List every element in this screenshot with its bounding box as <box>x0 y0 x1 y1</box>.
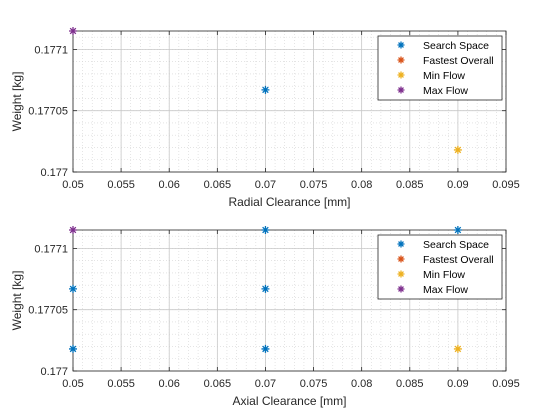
legend-marker <box>397 86 405 94</box>
x-tick-label: 0.075 <box>300 378 328 390</box>
axes-box <box>72 229 507 372</box>
x-tick-label: 0.075 <box>300 179 328 191</box>
data-point-search-space <box>261 344 270 353</box>
legend-marker <box>397 270 405 278</box>
y-tick-label: 0.1771 <box>34 44 68 56</box>
legend-marker <box>397 56 405 64</box>
legend: Search Space Fastest Overall Min Flow Max F… <box>377 35 503 101</box>
legend-label: Search Space <box>423 40 489 52</box>
data-point-search-space <box>69 344 77 353</box>
data-point-search-space <box>261 284 270 293</box>
x-tick-label: 0.055 <box>107 378 135 390</box>
chart-panel-2: 0.05 0.055 0.06 0.065 0.07 0.075 0.08 0.085 0.09… <box>10 226 520 408</box>
y-tick-label: 0.177 <box>40 366 68 378</box>
data-point-max-flow <box>69 27 77 35</box>
x-tick-label: 0.05 <box>62 378 83 390</box>
x-tick-label: 0.065 <box>204 179 232 191</box>
x-tick-label: 0.09 <box>447 378 468 390</box>
x-tick-label: 0.095 <box>492 179 520 191</box>
legend-marker <box>397 285 405 293</box>
data-point-search-space <box>69 284 77 293</box>
data-point-max-flow <box>69 226 77 234</box>
y-tick-label: 0.17705 <box>28 305 68 317</box>
x-tick-label: 0.06 <box>159 179 180 191</box>
legend-label: Search Space <box>423 239 489 251</box>
y-tick-label: 0.17705 <box>28 106 68 118</box>
legend-label: Max Flow <box>423 85 468 97</box>
legend-label: Fastest Overall <box>423 55 494 67</box>
legend-label: Max Flow <box>423 284 468 296</box>
legend-label: Min Flow <box>423 70 465 82</box>
y-tick-label: 0.1771 <box>34 243 68 255</box>
legend: Search Space Fastest Overall Min Flow Max F… <box>377 234 503 300</box>
data-point-search-space <box>261 226 270 234</box>
x-tick-label: 0.085 <box>396 378 424 390</box>
data-point-min-flow <box>453 344 462 353</box>
legend-marker <box>397 255 405 263</box>
data-point-search-space <box>453 226 462 234</box>
data-point-search-space <box>261 85 270 94</box>
x-tick-label: 0.085 <box>396 179 424 191</box>
x-tick-label: 0.07 <box>255 179 276 191</box>
x-tick-label: 0.065 <box>204 378 232 390</box>
data-point-min-flow <box>453 145 462 154</box>
x-tick-label: 0.08 <box>351 378 372 390</box>
x-tick-label: 0.095 <box>492 378 520 390</box>
legend-marker <box>397 41 405 49</box>
y-axis-label: Weight [kg] <box>10 271 24 331</box>
x-axis-label: Radial Clearance [mm] <box>228 195 350 209</box>
legend-label: Fastest Overall <box>423 254 494 266</box>
y-axis-label: Weight [kg] <box>10 72 24 132</box>
legend-label: Min Flow <box>423 269 465 281</box>
axes-box <box>72 30 507 173</box>
y-tick-label: 0.177 <box>40 167 68 179</box>
x-tick-label: 0.08 <box>351 179 372 191</box>
x-tick-label: 0.055 <box>107 179 135 191</box>
x-tick-label: 0.05 <box>62 179 83 191</box>
x-tick-label: 0.09 <box>447 179 468 191</box>
chart-panel-1: 0.05 0.055 0.06 0.065 0.07 0.075 0.08 0.085 0.09… <box>10 27 520 209</box>
x-axis-label: Axial Clearance [mm] <box>232 394 346 408</box>
legend-marker <box>397 71 405 79</box>
legend-marker <box>397 240 405 248</box>
x-tick-label: 0.06 <box>159 378 180 390</box>
x-tick-label: 0.07 <box>255 378 276 390</box>
